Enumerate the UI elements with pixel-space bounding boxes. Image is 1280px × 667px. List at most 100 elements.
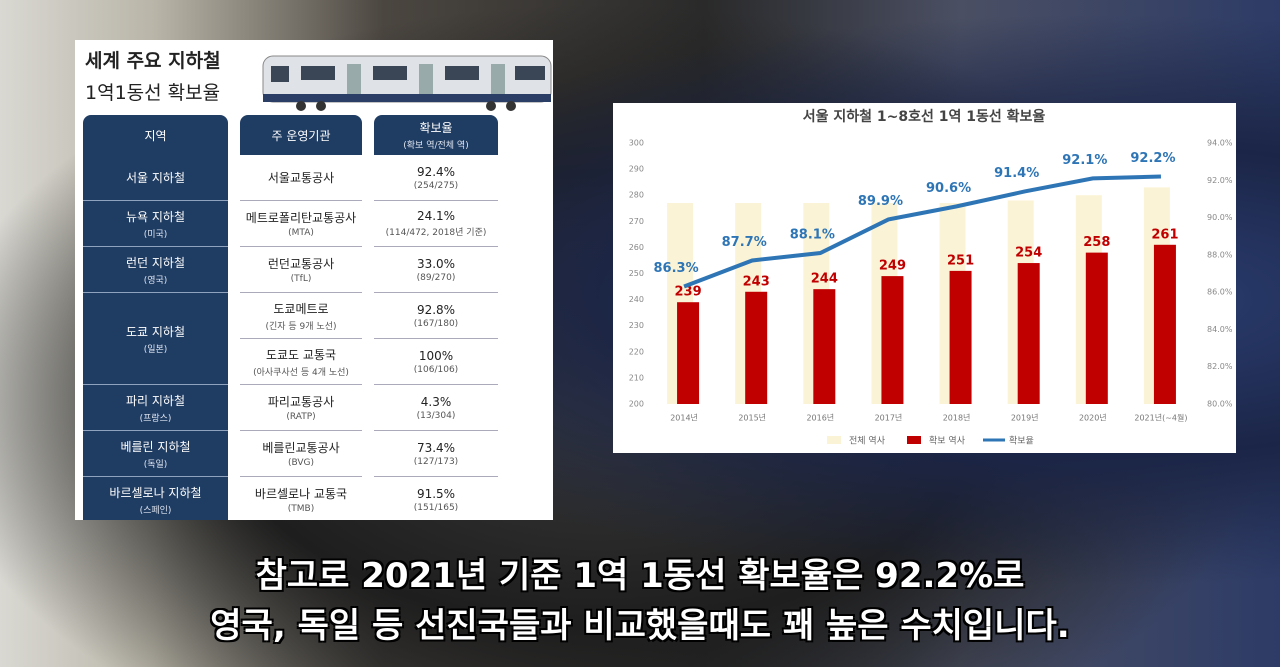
operator-name: 런던교통공사 [267, 257, 335, 271]
y-tick-label: 200 [629, 400, 644, 409]
x-tick-label: 2020년 [1079, 413, 1107, 423]
y-tick-label: 250 [629, 269, 644, 278]
chart-title: 서울 지하철 1~8호선 1역 1동선 확보율 [803, 108, 1046, 125]
rate-detail: (254/275) [413, 180, 459, 191]
legend-label: 확보율 [1009, 435, 1034, 447]
data-label: 244 [811, 272, 838, 287]
rate-value: 92.4% [416, 164, 456, 179]
rate-detail: (13/304) [416, 410, 456, 421]
operator-cell: 바르셀로나 교통국 (TMB) [240, 477, 362, 520]
rate-cell: 92.8% (167/180) [374, 293, 498, 339]
data-label: 251 [947, 253, 974, 268]
rate-detail: (106/106) [413, 364, 459, 375]
rate-cell: 4.3% (13/304) [374, 385, 498, 431]
operator-cell: 파리교통공사 (RATP) [240, 385, 362, 431]
rate-cell: 91.5% (151/165) [374, 477, 498, 520]
data-label: 249 [879, 259, 906, 274]
x-tick-label: 2016년 [806, 413, 834, 423]
x-tick-label: 2021년(~4월) [1134, 413, 1187, 423]
legend-swatch [827, 436, 841, 444]
region-cell: 뉴욕 지하철 (미국) [83, 201, 228, 247]
header-operator: 주 운영기관 [240, 115, 362, 155]
region-cell: 파리 지하철 (프랑스) [83, 385, 228, 431]
header-region: 지역 [83, 115, 228, 155]
rate-value: 73.4% [416, 440, 456, 455]
data-label: 254 [1015, 246, 1042, 261]
legend-swatch [907, 436, 921, 444]
rate-cell: 92.4% (254/275) [374, 155, 498, 201]
y-tick-label: 210 [629, 373, 644, 382]
rate-detail: (167/180) [413, 318, 459, 329]
y2-tick-label: 94.0% [1207, 139, 1233, 148]
operator-name: 서울교통공사 [267, 171, 335, 185]
y-tick-label: 220 [629, 347, 644, 356]
data-label: 88.1% [790, 227, 835, 242]
operator-sub: (아사쿠사선 등 4개 노선) [253, 367, 349, 378]
y-tick-label: 230 [629, 321, 644, 330]
rate-value: 33.0% [416, 256, 456, 271]
region-country: (미국) [143, 229, 168, 240]
region-country: (스페인) [139, 505, 172, 516]
operator-name: 메트로폴리탄교통공사 [245, 211, 357, 225]
region-country: (프랑스) [139, 413, 172, 424]
region-name: 바르셀로나 지하철 [109, 485, 202, 500]
data-label: 86.3% [654, 261, 699, 276]
data-label: 89.9% [858, 194, 903, 209]
operator-cell: 서울교통공사 [240, 155, 362, 201]
caption-line: 영국, 독일 등 선진국들과 비교했을때도 꽤 높은 수치입니다. [210, 606, 1070, 646]
bar [1085, 252, 1108, 404]
y-tick-label: 280 [629, 191, 644, 200]
region-name: 파리 지하철 [125, 393, 185, 408]
rate-detail: (151/165) [413, 502, 459, 513]
x-tick-label: 2015년 [738, 413, 766, 423]
data-label: 87.7% [722, 235, 767, 250]
rate-cell: 33.0% (89/270) [374, 247, 498, 293]
header-rate: 확보율 (확보 역/전체 역) [374, 115, 498, 155]
region-country: (독일) [143, 459, 168, 470]
data-label: 261 [1151, 227, 1178, 242]
rate-value: 24.1% [416, 209, 456, 223]
operator-sub: (BVG) [287, 458, 315, 468]
operator-sub: (RATP) [286, 412, 316, 422]
rate-cell: 100% (106/106) [374, 339, 498, 385]
legend-label: 전체 역사 [849, 436, 886, 447]
y-tick-label: 240 [629, 295, 644, 304]
line [683, 174, 1161, 289]
data-label: 239 [674, 285, 701, 300]
operator-name: 파리교통공사 [267, 395, 335, 409]
rate-value: 91.5% [416, 486, 456, 501]
region-country: (영국) [143, 275, 168, 286]
operator-cell: 도쿄메트로 (긴자 등 9개 노선) [240, 293, 362, 339]
operator-cell: 런던교통공사 (TfL) [240, 247, 362, 293]
region-name: 런던 지하철 [125, 255, 185, 270]
y2-tick-label: 82.0% [1207, 362, 1233, 371]
region-name: 베를린 지하철 [120, 439, 191, 454]
data-label: 92.2% [1130, 151, 1175, 166]
operator-name: 바르셀로나 교통국 [254, 487, 348, 501]
region-cell: 도쿄 지하철 (일본) [83, 293, 228, 385]
table-subtitle: 1역1동선 확보율 [85, 82, 221, 104]
rate-value: 4.3% [420, 394, 452, 409]
rate-cell: 73.4% (127/173) [374, 431, 498, 477]
y2-tick-label: 92.0% [1207, 176, 1233, 185]
operator-name: 도쿄도 교통국 [265, 347, 337, 362]
bar [1153, 244, 1176, 404]
x-tick-label: 2019년 [1011, 413, 1039, 423]
operator-sub: (MTA) [288, 228, 314, 238]
bar [881, 276, 904, 404]
data-label: 243 [743, 274, 770, 289]
data-label: 91.4% [994, 166, 1039, 181]
region-name: 도쿄 지하철 [125, 324, 185, 339]
header-rate-sub: (확보 역/전체 역) [403, 141, 469, 151]
x-tick-label: 2017년 [875, 413, 903, 423]
rate-detail: (89/270) [416, 272, 456, 283]
y2-tick-label: 80.0% [1207, 400, 1233, 409]
table-panel: 세계 주요 지하철 1역1동선 확보율 지역 주 운영기관 확보율 (확보 역/… [75, 40, 553, 520]
x-tick-label: 2014년 [670, 413, 698, 423]
header-rate-text: 확보율 [419, 121, 453, 135]
y-tick-label: 260 [629, 243, 644, 252]
rate-detail: (114/472, 2018년 기준) [385, 228, 487, 238]
bar [745, 291, 768, 404]
rate-value: 92.8% [416, 302, 456, 317]
